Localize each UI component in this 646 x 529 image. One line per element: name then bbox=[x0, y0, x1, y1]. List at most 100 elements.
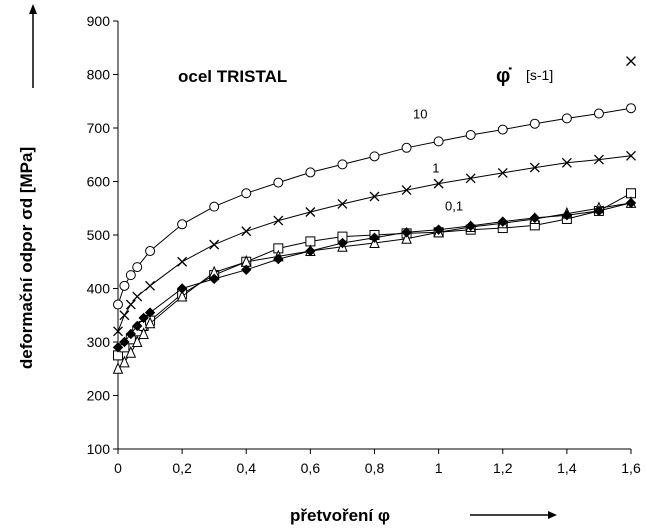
diamond-marker bbox=[529, 212, 541, 224]
circle-marker bbox=[626, 103, 636, 114]
circle-marker bbox=[593, 108, 604, 119]
diamond-marker bbox=[369, 232, 380, 243]
series-cross bbox=[113, 150, 636, 337]
triangle-marker bbox=[125, 345, 137, 358]
cross-marker bbox=[465, 173, 476, 184]
triangle-marker bbox=[138, 327, 149, 339]
circle-marker bbox=[241, 188, 252, 199]
x-tick-label: 0,8 bbox=[365, 460, 385, 476]
x-tick-label: 0 bbox=[114, 460, 122, 476]
circle-marker bbox=[209, 201, 220, 212]
circle-marker bbox=[561, 113, 572, 124]
cross-marker bbox=[497, 167, 508, 178]
diamond-marker bbox=[138, 312, 149, 324]
x-axis-arrow-head bbox=[548, 511, 557, 519]
circle-marker bbox=[529, 118, 540, 129]
diamond-marker bbox=[132, 320, 143, 332]
cross-marker bbox=[305, 207, 316, 217]
triangle-marker bbox=[144, 316, 156, 329]
diamond-marker bbox=[144, 307, 156, 318]
x-tick-label: 0,4 bbox=[237, 460, 257, 476]
cross-marker bbox=[241, 226, 252, 237]
x-axis-label: přetvoření φ bbox=[290, 506, 390, 525]
y-tick-label: 800 bbox=[87, 67, 111, 83]
diamond-marker bbox=[497, 216, 508, 227]
circle-marker bbox=[145, 246, 156, 257]
series-label: 10 bbox=[413, 106, 427, 121]
diamond-marker bbox=[401, 227, 412, 238]
circle-marker bbox=[369, 151, 380, 162]
circle-marker bbox=[337, 159, 348, 170]
cross-marker bbox=[209, 239, 220, 250]
cross-marker bbox=[132, 291, 143, 302]
circle-marker bbox=[273, 177, 284, 188]
y-tick-label: 600 bbox=[87, 174, 111, 190]
diamond-marker bbox=[273, 253, 284, 265]
cross-marker bbox=[125, 299, 136, 310]
triangle-marker bbox=[131, 335, 143, 347]
circle-marker bbox=[305, 167, 316, 178]
diamond-marker bbox=[305, 245, 316, 257]
circle-marker bbox=[465, 129, 476, 140]
series-square bbox=[113, 188, 636, 361]
circle-marker bbox=[119, 280, 130, 291]
chart-title: ocel TRISTAL bbox=[178, 67, 287, 86]
series-layer: 10 1 0,1 bbox=[112, 56, 637, 374]
series-label: 1 bbox=[432, 160, 439, 175]
diamond-marker bbox=[561, 209, 573, 221]
x-tick-label: 0,2 bbox=[172, 460, 192, 476]
cross-marker bbox=[626, 56, 636, 67]
cross-marker bbox=[113, 326, 123, 337]
cross-marker bbox=[433, 178, 444, 189]
diamond-marker bbox=[241, 264, 252, 275]
y-tick-label: 400 bbox=[87, 281, 111, 297]
circle-marker bbox=[497, 124, 508, 135]
cross-marker bbox=[273, 215, 284, 226]
cross-marker bbox=[145, 280, 156, 291]
cross-marker bbox=[119, 310, 130, 321]
y-tick-label: 500 bbox=[87, 227, 111, 243]
x-tick-label: 0,6 bbox=[301, 460, 321, 476]
legend-unit: [s-1] bbox=[526, 67, 553, 83]
diamond-marker bbox=[433, 224, 444, 235]
y-axis-label: deformační odpor σd [MPa] bbox=[17, 147, 36, 369]
y-axis-arrow-head bbox=[29, 4, 37, 14]
triangle-marker bbox=[112, 362, 124, 374]
series-line bbox=[117, 107, 632, 305]
x-tick-label: 1,2 bbox=[493, 460, 513, 476]
cross-marker bbox=[337, 199, 348, 209]
series-circle bbox=[113, 103, 636, 310]
cross-marker bbox=[561, 157, 572, 168]
diamond-marker bbox=[337, 237, 348, 249]
x-tick-label: 1 bbox=[435, 460, 443, 476]
circle-marker bbox=[113, 299, 123, 310]
circle-marker bbox=[132, 262, 143, 273]
y-tick-label: 100 bbox=[87, 441, 111, 457]
diamond-marker bbox=[125, 328, 137, 340]
diamond-marker bbox=[112, 342, 124, 353]
diamond-marker bbox=[208, 273, 220, 285]
triangle-marker bbox=[119, 355, 130, 368]
y-tick-label: 300 bbox=[87, 334, 111, 350]
diamond-marker bbox=[465, 220, 476, 232]
series-line bbox=[117, 202, 632, 348]
cross-marker bbox=[529, 162, 540, 173]
axes: 100 200 300 400 500 600 700 800 900 0 0,2 0,4 0,6 0,8… bbox=[87, 13, 641, 476]
diamond-marker bbox=[625, 197, 637, 209]
triangle-marker bbox=[401, 232, 412, 244]
cross-marker bbox=[593, 154, 604, 165]
cross-marker bbox=[369, 191, 380, 202]
circle-marker bbox=[433, 136, 444, 147]
cross-marker bbox=[401, 185, 412, 196]
cross-marker bbox=[626, 150, 636, 161]
circle-marker bbox=[125, 270, 136, 281]
diamond-marker bbox=[119, 336, 130, 348]
legend-title: φ̇ bbox=[496, 65, 512, 87]
x-tick-label: 1,6 bbox=[621, 460, 641, 476]
circle-marker bbox=[401, 142, 412, 153]
y-tick-label: 700 bbox=[87, 120, 111, 136]
diamond-marker bbox=[176, 283, 188, 294]
y-tick-label: 900 bbox=[87, 13, 111, 29]
cross-marker bbox=[177, 256, 188, 267]
series-label: 0,1 bbox=[445, 198, 463, 213]
